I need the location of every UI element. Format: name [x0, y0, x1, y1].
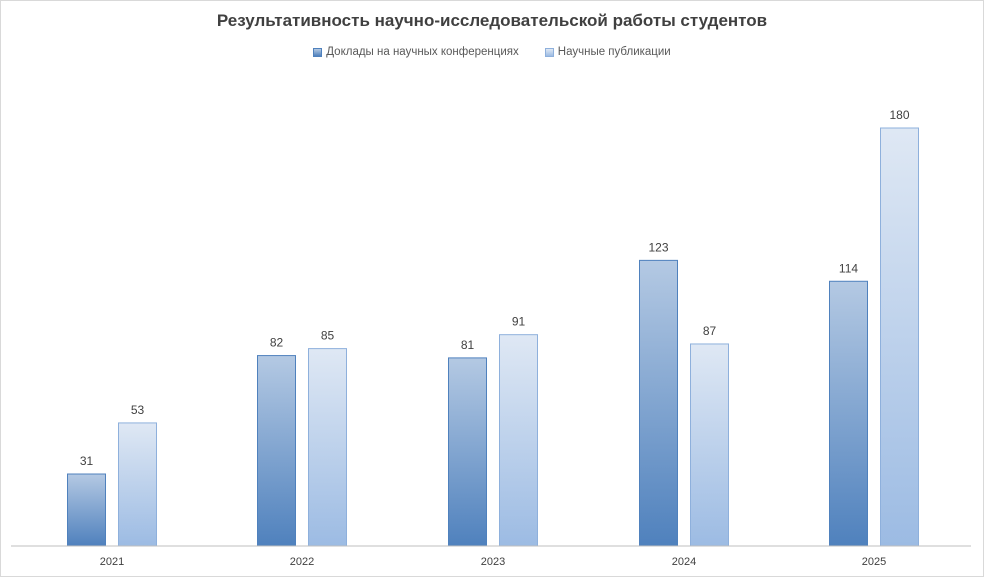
bar-2023-series-1: [448, 357, 487, 547]
value-label-2021-series-1: 31: [80, 454, 94, 468]
legend-item-series-2: Научные публикации: [544, 46, 671, 58]
x-tick-label-2023: 2023: [481, 556, 505, 568]
x-tick-label-2021: 2021: [100, 556, 124, 568]
value-label-2023-series-2: 91: [512, 315, 526, 329]
chart-title: Результативность научно-исследовательско…: [216, 11, 768, 30]
bars-layer: [67, 127, 919, 547]
value-label-2021-series-2: 53: [131, 403, 145, 417]
legend-item-series-1: Доклады на научных конференциях: [313, 46, 519, 58]
bar-2022-series-2: [308, 348, 347, 547]
x-tick-label-2024: 2024: [672, 556, 696, 568]
legend-swatch-series-1: [313, 47, 323, 57]
bar-2022-series-1: [257, 355, 296, 547]
value-label-2024-series-2: 87: [703, 324, 717, 338]
bar-2023-series-2: [499, 334, 538, 547]
value-label-2022-series-1: 82: [270, 336, 284, 350]
legend-label-series-1: Доклады на научных конференциях: [326, 46, 519, 58]
bar-2024-series-1: [639, 259, 678, 547]
x-tick-labels-layer: 2021 2022 2023 2024 2025: [100, 556, 886, 568]
legend-label-series-2: Научные публикации: [557, 46, 671, 58]
x-tick-label-2022: 2022: [290, 556, 314, 568]
bar-2025-series-2: [880, 127, 919, 547]
value-label-2025-series-2: 180: [889, 108, 909, 122]
value-labels-layer: 31 53 82 85 81 91 123 87 114 180: [80, 108, 910, 468]
bar-2025-series-1: [829, 280, 868, 547]
value-label-2022-series-2: 85: [321, 329, 335, 343]
chart-legend: Доклады на научных конференциях Научные …: [1, 46, 983, 58]
value-label-2023-series-1: 81: [461, 338, 475, 352]
bar-2024-series-2: [690, 343, 729, 547]
value-label-2024-series-1: 123: [648, 240, 668, 254]
bar-2021-series-2: [118, 422, 157, 547]
legend-swatch-series-2: [544, 47, 554, 57]
bar-2021-series-1: [67, 473, 106, 547]
x-tick-label-2025: 2025: [862, 556, 886, 568]
value-label-2025-series-1: 114: [839, 261, 858, 275]
